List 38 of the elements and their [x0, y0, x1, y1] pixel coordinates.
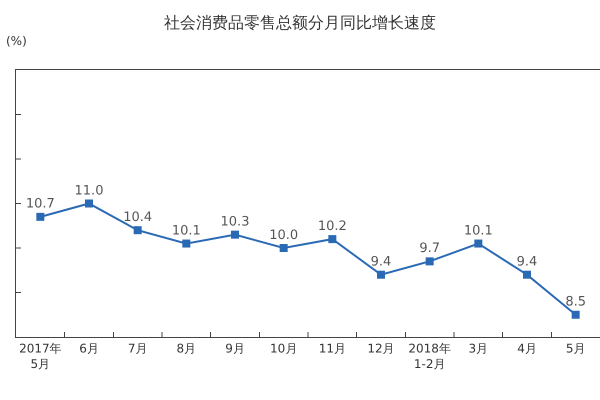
data-label: 10.0 — [269, 228, 298, 243]
point — [572, 310, 580, 319]
point — [426, 257, 434, 266]
data-label: 11.0 — [74, 183, 104, 198]
data-label: 10.1 — [464, 223, 493, 238]
x-tick-label: 7月 — [128, 341, 148, 356]
data-label: 10.4 — [123, 210, 152, 225]
x-tick-label: 2018年 1-2月 — [408, 341, 451, 371]
chart-title: 社会消费品零售总额分月同比增长速度 — [164, 13, 436, 32]
point — [377, 270, 385, 279]
point — [280, 244, 288, 252]
data-label: 10.1 — [172, 223, 201, 238]
point — [85, 200, 93, 208]
data-label: 10.7 — [26, 196, 55, 212]
x-tick-label: 6月 — [79, 341, 99, 356]
x-tick-label: 11月 — [318, 341, 346, 356]
point — [328, 235, 336, 244]
y-axis-title: (%) — [6, 34, 27, 48]
x-tick-label: 9月 — [225, 341, 245, 356]
x-tick-label: 5月 — [566, 341, 586, 356]
x-tick-label: 3月 — [468, 341, 488, 356]
data-label: 10.3 — [220, 214, 250, 230]
x-tick-label: 2017年 5月 — [19, 341, 62, 371]
point — [523, 270, 531, 279]
data-label: 9.4 — [370, 254, 392, 270]
data-label: 9.7 — [419, 241, 440, 256]
data-label: 9.4 — [516, 254, 538, 270]
point — [231, 230, 239, 239]
point — [36, 212, 44, 221]
x-tick-label: 8月 — [176, 341, 196, 356]
x-tick-label: 10月 — [270, 341, 298, 356]
point — [474, 240, 482, 248]
data-label: 8.5 — [565, 294, 586, 310]
data-label: 10.2 — [318, 218, 347, 234]
point — [134, 226, 142, 234]
point — [182, 240, 190, 248]
x-tick-label: 12月 — [367, 341, 395, 356]
x-tick-label: 4月 — [517, 341, 537, 356]
